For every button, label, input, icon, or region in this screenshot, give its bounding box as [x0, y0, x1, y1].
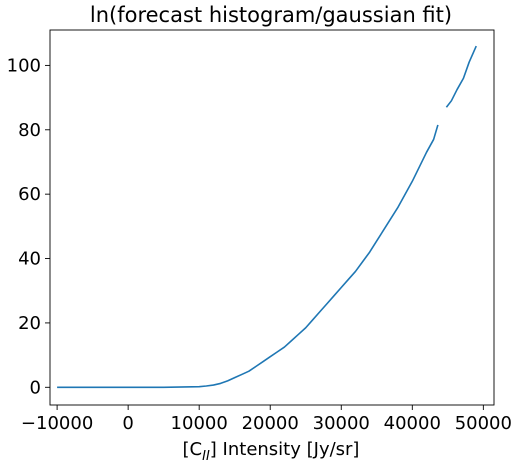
x-axis-label-suffix: ] Intensity [Jy/sr]	[210, 439, 360, 460]
y-tick-label: 60	[18, 184, 41, 205]
y-tick-label: 80	[18, 120, 41, 141]
x-tick-label: 0	[122, 413, 133, 434]
y-tick-label: 20	[18, 313, 41, 334]
x-tick-label: 30000	[313, 413, 370, 434]
y-tick-label: 100	[7, 55, 41, 76]
plot-area	[57, 45, 477, 389]
y-tick-label: 40	[18, 249, 41, 270]
x-tick-label: 40000	[384, 413, 441, 434]
x-tick-label: −10000	[21, 413, 93, 434]
x-tick-label: 10000	[171, 413, 228, 434]
x-axis-label-subscript: II	[202, 449, 210, 464]
x-tick-label: 20000	[242, 413, 299, 434]
x-axis-ticks: −10000 0 10000 20000 30000 40000 50000	[21, 405, 512, 434]
x-axis-label-prefix: [C	[183, 439, 203, 460]
x-axis-label: [CII] Intensity [Jy/sr]	[183, 439, 360, 464]
chart-title: ln(forecast histogram/gaussian fit)	[90, 3, 452, 27]
y-tick-label: 0	[30, 377, 41, 398]
y-axis-ticks: 0 20 40 60 80 100	[7, 55, 50, 398]
x-tick-label: 50000	[455, 413, 512, 434]
series-0-line-segment-0	[57, 124, 439, 389]
plot-frame	[49, 29, 495, 406]
series-0-line-segment-1	[445, 45, 477, 108]
